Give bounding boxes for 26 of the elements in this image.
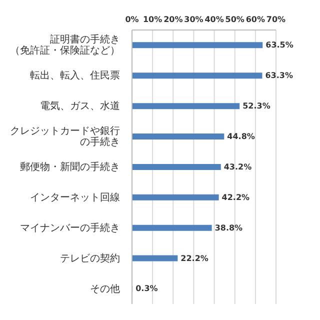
x-tick-label: 30% [184, 15, 204, 24]
y-tick-label: マイナンバーの手続き [20, 221, 120, 234]
y-tick-label: インターネット回線 [30, 192, 120, 203]
data-label: 44.8% [227, 132, 255, 142]
data-label: 52.3% [242, 102, 270, 111]
data-label: 0.3% [136, 284, 158, 294]
y-tick-label: 郵便物・新聞の手続き [20, 160, 120, 172]
x-tick-label: 70% [266, 15, 286, 24]
y-tick-label: 転出、転入、住民票 [30, 69, 120, 82]
data-label: 63.5% [266, 40, 294, 50]
x-tick-label: 20% [164, 15, 183, 24]
y-tick-label: その他 [90, 282, 120, 294]
data-label: 38.8% [214, 223, 243, 232]
y-tick-label: テレビの契約 [60, 252, 120, 264]
y-tick-label: 電気、ガス、水道 [40, 100, 120, 112]
data-label: 43.2% [224, 162, 252, 172]
x-tick-label: 0% [125, 15, 139, 24]
data-label: 42.2% [222, 192, 250, 202]
x-tick-label: 50% [225, 15, 244, 24]
y-tick-label: 証明書の手続き（免許証・保険証など） [10, 33, 120, 56]
y-tick-label: クレジットカードや銀行の手続き [10, 126, 120, 148]
data-label: 22.2% [180, 254, 208, 263]
data-label: 63.3% [265, 71, 293, 80]
x-tick-label: 60% [246, 15, 266, 24]
x-tick-label: 10% [142, 15, 162, 24]
x-tick-label: 40% [204, 15, 224, 24]
